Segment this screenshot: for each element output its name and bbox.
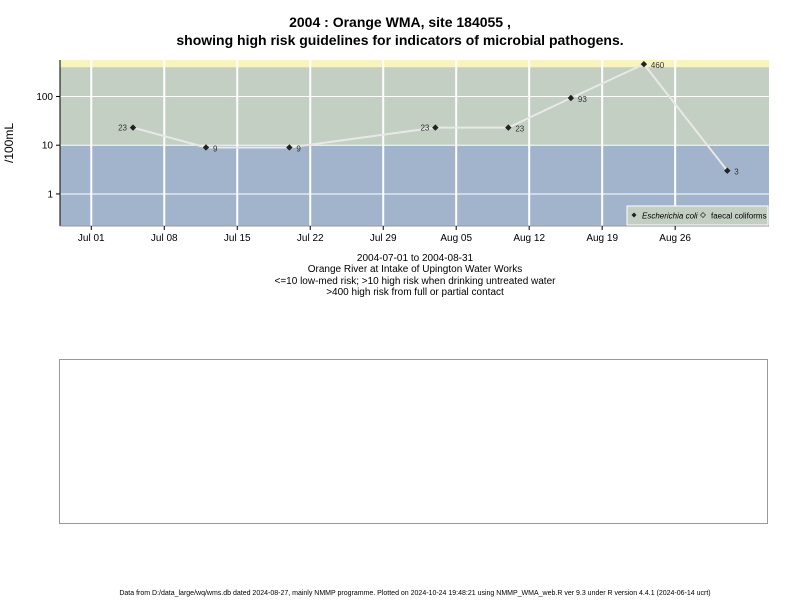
data-label: 23 <box>420 124 429 133</box>
y-axis-label: /100mL <box>2 123 16 163</box>
x-tick-label: Aug 26 <box>659 233 691 244</box>
data-point <box>640 60 648 68</box>
band-high-risk-contact <box>60 60 769 68</box>
legend-box <box>626 205 769 226</box>
y-tick-label: 10 <box>42 141 54 152</box>
y-tick-label: 100 <box>36 92 53 103</box>
data-point <box>202 144 210 151</box>
legend-symbol-ecoli <box>631 212 637 218</box>
data-point <box>724 167 731 174</box>
x-tick-label: Aug 12 <box>513 233 545 244</box>
caption-risk-high: >400 high risk from full or partial cont… <box>326 287 504 298</box>
band-high-risk-drinking <box>60 67 769 146</box>
x-tick-label: Jul 22 <box>297 233 324 244</box>
data-point <box>432 124 439 131</box>
caption-location: Orange River at Intake of Upington Water… <box>307 264 523 275</box>
data-point <box>505 124 512 131</box>
x-tick-label: Jul 15 <box>224 233 251 244</box>
series-line-ecoli <box>132 62 729 172</box>
data-label: 23 <box>515 125 524 134</box>
x-tick-label: Aug 05 <box>440 233 472 244</box>
data-point <box>286 144 293 151</box>
x-tick-label: Jul 29 <box>370 233 397 244</box>
footer-note: Data from D:/data_large/wq/wms.db dated … <box>119 590 711 597</box>
data-label: 3 <box>734 168 739 177</box>
chart-plot: 23 9 9 23 23 93 460 3 Jul 01 Jul 08 Jul 15 Jul 22 J… <box>2 60 769 244</box>
x-tick-label: Jul 01 <box>78 233 105 244</box>
data-label: 23 <box>118 124 127 133</box>
x-tick-label: Aug 19 <box>586 233 618 244</box>
legend-label-faecal: faecal coliforms <box>711 212 767 221</box>
legend: Escherichia coli faecal coliforms <box>626 205 769 226</box>
data-label: 460 <box>651 61 665 70</box>
data-point <box>567 94 575 102</box>
x-tick-label: Jul 08 <box>151 233 178 244</box>
caption-risk-low: <=10 low-med risk; >10 high risk when dr… <box>274 276 556 287</box>
empty-panel <box>59 359 768 524</box>
legend-label-ecoli: Escherichia coli <box>642 212 698 221</box>
data-point <box>129 124 137 131</box>
chart-title-line1: 2004 : Orange WMA, site 184055 , <box>289 14 511 30</box>
chart-title-line2: showing high risk guidelines for indicat… <box>176 32 624 48</box>
y-tick-label: 1 <box>47 189 53 200</box>
legend-symbol-faecal <box>699 211 707 219</box>
data-label: 9 <box>213 144 218 153</box>
data-label: 93 <box>578 95 587 104</box>
caption-date-range: 2004-07-01 to 2004-08-31 <box>356 253 474 264</box>
data-label: 9 <box>296 144 301 153</box>
